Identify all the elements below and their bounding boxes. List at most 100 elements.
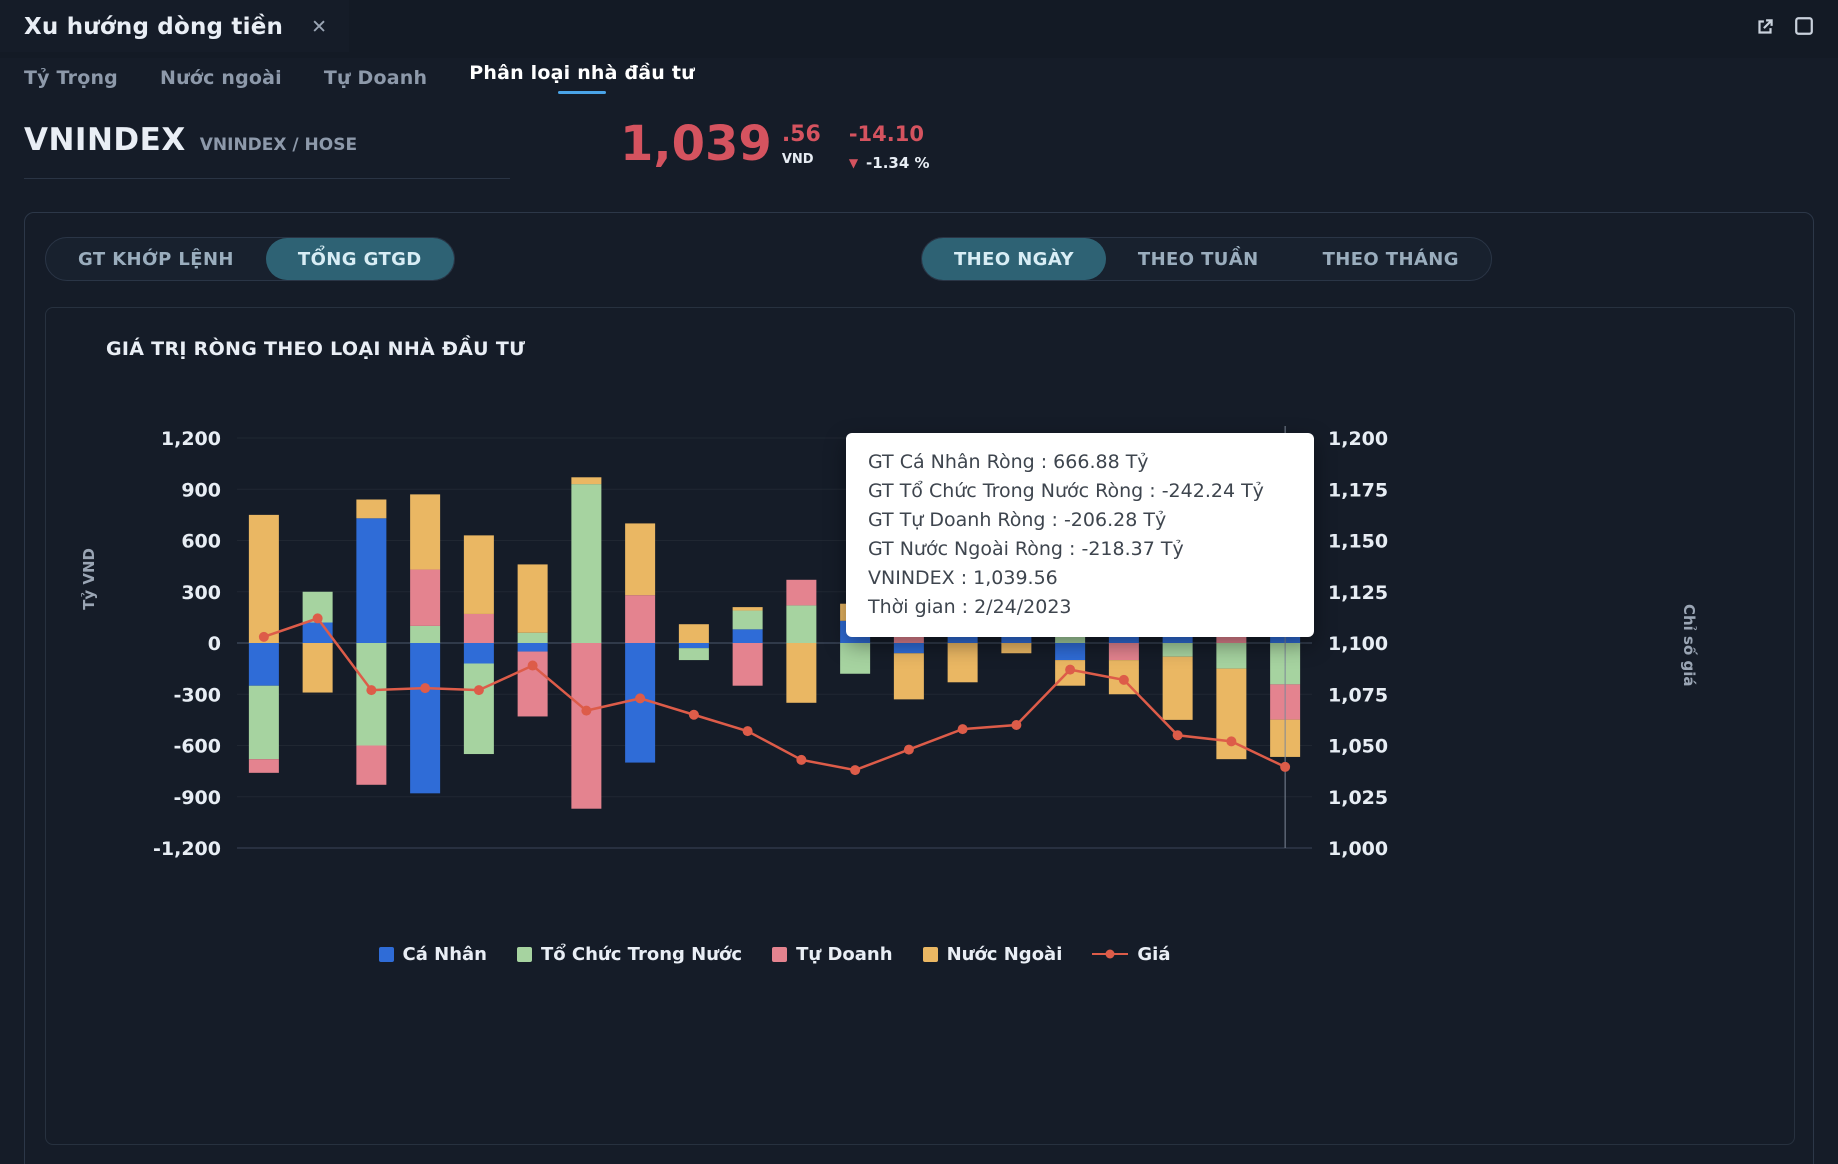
tooltip-line: GT Tổ Chức Trong Nước Ròng : -242.24 Tỷ (868, 480, 1264, 502)
price-dot (366, 685, 377, 696)
period-toggle: THEO NGÀY THEO TUẦN THEO THÁNG (921, 237, 1492, 281)
legend-item[interactable]: Nước Ngoài (922, 944, 1062, 965)
price-dot (796, 754, 807, 765)
bar-segment (463, 535, 494, 614)
right-axis-tick: 1,200 (1328, 428, 1388, 450)
bar-segment (1216, 643, 1247, 669)
bar-segment (732, 629, 763, 643)
bar-segment (248, 643, 279, 686)
price-dot (1118, 674, 1129, 685)
legend-swatch-icon (772, 947, 788, 962)
bar-segment (786, 643, 817, 703)
toggle-tong-gtgd[interactable]: TỔNG GTGD (265, 238, 454, 280)
legend-label: Cá Nhân (402, 944, 487, 965)
bar-segment (840, 643, 871, 674)
bar-segment (1162, 643, 1193, 657)
bar-segment (625, 523, 656, 596)
left-axis-tick: -600 (173, 736, 221, 758)
bar-segment (248, 759, 279, 773)
bar-segment (571, 477, 602, 485)
chart-card: GIÁ TRỊ RÒNG THEO LOẠI NHÀ ĐẦU TƯ Tỷ VND… (45, 307, 1795, 1145)
price-dot (850, 765, 861, 776)
legend-item[interactable]: Cá Nhân (378, 944, 487, 965)
price-dot (635, 693, 646, 704)
bar-segment (678, 624, 709, 643)
price-dot (1172, 730, 1183, 741)
y-axis-label-right: Chỉ số giá (1680, 604, 1698, 687)
legend-label: Tổ Chức Trong Nước (540, 944, 743, 965)
tab-ty-trong[interactable]: Tỷ Trọng (24, 62, 118, 94)
bar-segment (356, 745, 387, 785)
price-change-block: -14.10 ▼ -1.34 % (849, 124, 930, 173)
bar-segment (463, 663, 494, 755)
bar-segment (517, 632, 548, 643)
legend-line-icon (1092, 944, 1129, 965)
bar-segment (571, 484, 602, 643)
price-dot (312, 613, 323, 624)
toggle-theo-ngay[interactable]: THEO NGÀY (922, 238, 1106, 280)
popout-icon[interactable] (1754, 16, 1776, 38)
bar-segment (732, 607, 763, 611)
down-triangle-icon: ▼ (848, 156, 859, 170)
price-dot (742, 726, 753, 737)
price-dot (581, 705, 592, 716)
axis-tick-labels: -1,200 -900 -600 -300 0 300 600 900 1,200 1,000 1,… (153, 428, 1388, 860)
bar-segment (1001, 643, 1032, 654)
bar-segment (947, 643, 978, 683)
right-axis-tick: 1,150 (1328, 531, 1388, 553)
right-axis-tick: 1,025 (1328, 787, 1388, 809)
left-axis-tick: 300 (181, 582, 221, 604)
window-tab[interactable]: Xu hướng dòng tiền ✕ (0, 0, 349, 52)
bar-segment (1055, 634, 1086, 643)
close-icon[interactable]: ✕ (311, 15, 327, 38)
legend-swatch-icon (378, 947, 394, 962)
tab-nuoc-ngoai[interactable]: Nước ngoài (160, 62, 282, 94)
tooltip-line: GT Cá Nhân Ròng : 666.88 Tỷ (868, 451, 1149, 473)
price-line-layer[interactable] (258, 613, 1291, 776)
price-change-pct-row: ▼ -1.34 % (849, 154, 930, 172)
right-axis-tick: 1,075 (1328, 684, 1388, 706)
bar-segment (893, 653, 924, 700)
right-axis-tick: 1,050 (1328, 736, 1388, 758)
window-title: Xu hướng dòng tiền (24, 14, 284, 40)
price-change-pct: -1.34 % (866, 154, 930, 172)
price-dot (957, 724, 968, 735)
bar-segment (732, 643, 763, 686)
toggle-theo-thang[interactable]: THEO THÁNG (1291, 238, 1491, 280)
bar-segment (517, 564, 548, 633)
bar-segment (893, 643, 924, 654)
bar-segment (410, 494, 441, 570)
bar-segment (1001, 636, 1032, 643)
chart-toolbar: GT KHỚP LỆNH TỔNG GTGD THEO NGÀY THEO TU… (45, 237, 1793, 281)
legend-item[interactable]: Tổ Chức Trong Nước (516, 944, 743, 965)
ticker-row: VNINDEX VNINDEX / HOSE 1,039 .56 VND -14… (24, 120, 1814, 179)
bar-segment (786, 605, 817, 643)
price-dot (258, 631, 269, 642)
bar-segment (571, 643, 602, 809)
tab-tu-doanh[interactable]: Tự Doanh (324, 62, 427, 94)
tab-phan-loai-nha-dau-tu[interactable]: Phân loại nhà đầu tư (469, 62, 695, 94)
price-dot (688, 709, 699, 720)
toggle-gt-khop-lenh[interactable]: GT KHỚP LỆNH (46, 238, 266, 280)
price-dot (1065, 664, 1076, 675)
legend-item[interactable]: Tự Doanh (772, 944, 893, 965)
content-panel: GT KHỚP LỆNH TỔNG GTGD THEO NGÀY THEO TU… (24, 212, 1814, 1164)
bar-segment (517, 643, 548, 652)
right-axis-tick: 1,175 (1328, 479, 1388, 501)
tooltip-line: GT Tự Doanh Ròng : -206.28 Tỷ (868, 509, 1167, 531)
left-axis-tick: 900 (181, 479, 221, 501)
right-axis-tick: 1,125 (1328, 582, 1388, 604)
legend-swatch-icon (922, 947, 938, 962)
bar-segment (786, 579, 817, 606)
legend-item[interactable]: Giá (1092, 944, 1170, 965)
maximize-icon[interactable] (1794, 16, 1814, 38)
price-dot (1280, 761, 1291, 772)
toggle-theo-tuan[interactable]: THEO TUẦN (1106, 238, 1291, 280)
bar-segment (1108, 643, 1139, 661)
tooltip-line: GT Nước Ngoài Ròng : -218.37 Tỷ (868, 538, 1184, 560)
price-block: 1,039 .56 VND -14.10 ▼ -1.34 % (620, 120, 930, 173)
price-sub-block: .56 VND (782, 124, 821, 168)
ticker-symbol-block: VNINDEX VNINDEX / HOSE (24, 122, 510, 179)
bar-segment (1055, 643, 1086, 661)
